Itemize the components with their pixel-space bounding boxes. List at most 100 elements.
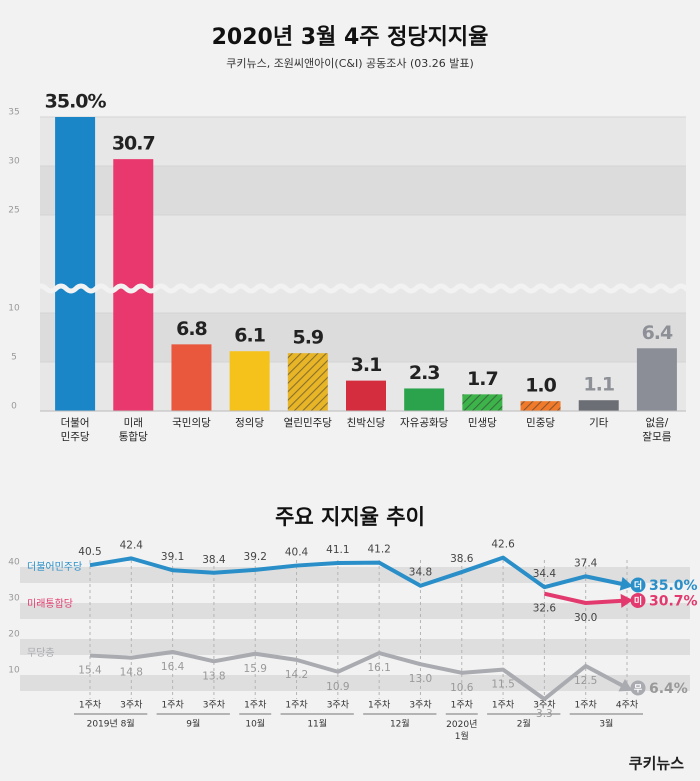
bar <box>462 394 503 411</box>
legend-label: 미래통합당 <box>27 598 73 610</box>
axis-break <box>34 283 698 294</box>
data-label: 5.9 <box>292 327 323 349</box>
data-label: 16.1 <box>367 662 390 674</box>
y-tick-label: 5 <box>11 353 17 363</box>
x-tick-label: 친박신당 <box>347 417 386 429</box>
group-label: 11월 <box>307 718 327 730</box>
x-tick-label: 1주차 <box>79 699 102 711</box>
y-tick-label: 25 <box>8 206 19 216</box>
bar <box>404 388 445 411</box>
y-tick-label: 35 <box>8 108 19 118</box>
x-tick-label: 1주차 <box>244 699 267 711</box>
bar <box>55 117 96 411</box>
data-label: 16.4 <box>161 661 185 673</box>
data-label: 2.3 <box>409 362 440 384</box>
logo: 쿠키뉴스 <box>629 755 684 773</box>
data-label: 1.1 <box>583 374 614 396</box>
arrow-head <box>619 576 633 591</box>
badge-label: 미 <box>634 595 642 607</box>
data-label: 11.5 <box>491 679 514 691</box>
data-label: 6.4 <box>642 322 673 344</box>
x-tick-label: 1주차 <box>575 699 598 711</box>
x-tick-label: 기타 <box>589 417 609 429</box>
data-label: 39.2 <box>244 551 267 563</box>
y-tick-label: 0 <box>11 402 17 412</box>
legend-label: 무당층 <box>27 647 55 659</box>
badge <box>630 577 646 593</box>
data-label: 30.0 <box>574 612 597 624</box>
grid-band <box>20 603 690 619</box>
data-label: 3.1 <box>351 354 382 376</box>
x-tick-label: 1주차 <box>161 699 184 711</box>
y-tick-label: 10 <box>8 666 20 676</box>
y-tick-label: 10 <box>8 304 20 314</box>
series-line <box>89 555 628 590</box>
series-line <box>543 591 628 605</box>
x-tick-label: 없음/잘모름 <box>642 416 671 443</box>
data-label: 34.8 <box>409 567 432 579</box>
data-label: 30.7 <box>112 133 155 155</box>
data-label: 13.0 <box>409 673 432 685</box>
series-line <box>89 649 628 702</box>
y-tick-label: 40 <box>8 558 20 568</box>
x-tick-label: 국민의당 <box>172 417 211 429</box>
data-label: 34.4 <box>533 568 557 580</box>
data-label: 10.6 <box>450 682 474 694</box>
data-label: 37.4 <box>574 557 598 569</box>
data-label: 40.4 <box>285 547 309 559</box>
x-tick-label: 3주차 <box>533 699 556 711</box>
legend-label: 더불어민주당 <box>27 561 82 573</box>
badge <box>630 680 646 696</box>
group-label: 2020년 1월 <box>446 719 477 742</box>
x-tick-label: 열린민주당 <box>284 417 333 429</box>
data-label: 14.8 <box>120 667 143 679</box>
data-label: 32.6 <box>533 603 557 615</box>
bar <box>578 400 619 411</box>
chart-subtitle: 쿠키뉴스, 조원씨앤아이(C&I) 공동조사 (03.26 발표) <box>226 57 474 70</box>
x-tick-label: 1주차 <box>492 699 515 711</box>
data-label: 3.3 <box>536 708 553 720</box>
group-label: 12월 <box>390 718 410 730</box>
x-tick-label: 3주차 <box>327 699 350 711</box>
group-label: 3월 <box>599 718 613 730</box>
data-label: 41.1 <box>326 544 349 556</box>
group-label: 2월 <box>517 718 531 730</box>
grid-band <box>20 639 690 655</box>
chart-title: 2020년 3월 4주 정당지지율 <box>212 25 489 50</box>
arrow-head <box>618 678 633 692</box>
grid-band <box>20 675 690 691</box>
data-label: 6.8 <box>176 318 207 340</box>
data-label: 1.7 <box>467 368 498 390</box>
group-label: 9월 <box>186 718 200 730</box>
end-label: 30.7% <box>649 593 698 609</box>
data-label: 15.9 <box>244 663 267 675</box>
x-tick-label: 자유공화당 <box>400 417 449 429</box>
x-tick-label: 3주차 <box>120 699 143 711</box>
bar <box>520 401 561 411</box>
x-tick-label: 1주차 <box>285 699 308 711</box>
data-label: 14.2 <box>285 669 308 681</box>
chart-title: 주요 지지율 추이 <box>275 505 425 529</box>
bar <box>229 351 270 411</box>
bar <box>636 348 677 411</box>
data-label: 15.4 <box>78 665 102 677</box>
x-tick-label: 1주차 <box>451 699 474 711</box>
end-label: 6.4% <box>649 681 688 697</box>
data-label: 42.4 <box>120 539 144 551</box>
data-label: 38.6 <box>450 553 474 565</box>
group-label: 10월 <box>245 718 265 730</box>
arrow-head <box>620 593 633 608</box>
bar <box>287 353 328 411</box>
y-tick-label: 20 <box>8 630 20 640</box>
x-tick-label: 4주차 <box>616 699 639 711</box>
x-tick-label: 민중당 <box>526 417 555 429</box>
data-label: 38.4 <box>202 554 226 566</box>
data-label: 41.2 <box>367 544 390 556</box>
data-label: 39.1 <box>161 551 184 563</box>
data-label: 12.5 <box>574 675 597 687</box>
x-tick-label: 미래 통합당 <box>119 417 148 443</box>
x-tick-label: 3주차 <box>409 699 432 711</box>
group-label: 2019년 8월 <box>87 718 135 730</box>
